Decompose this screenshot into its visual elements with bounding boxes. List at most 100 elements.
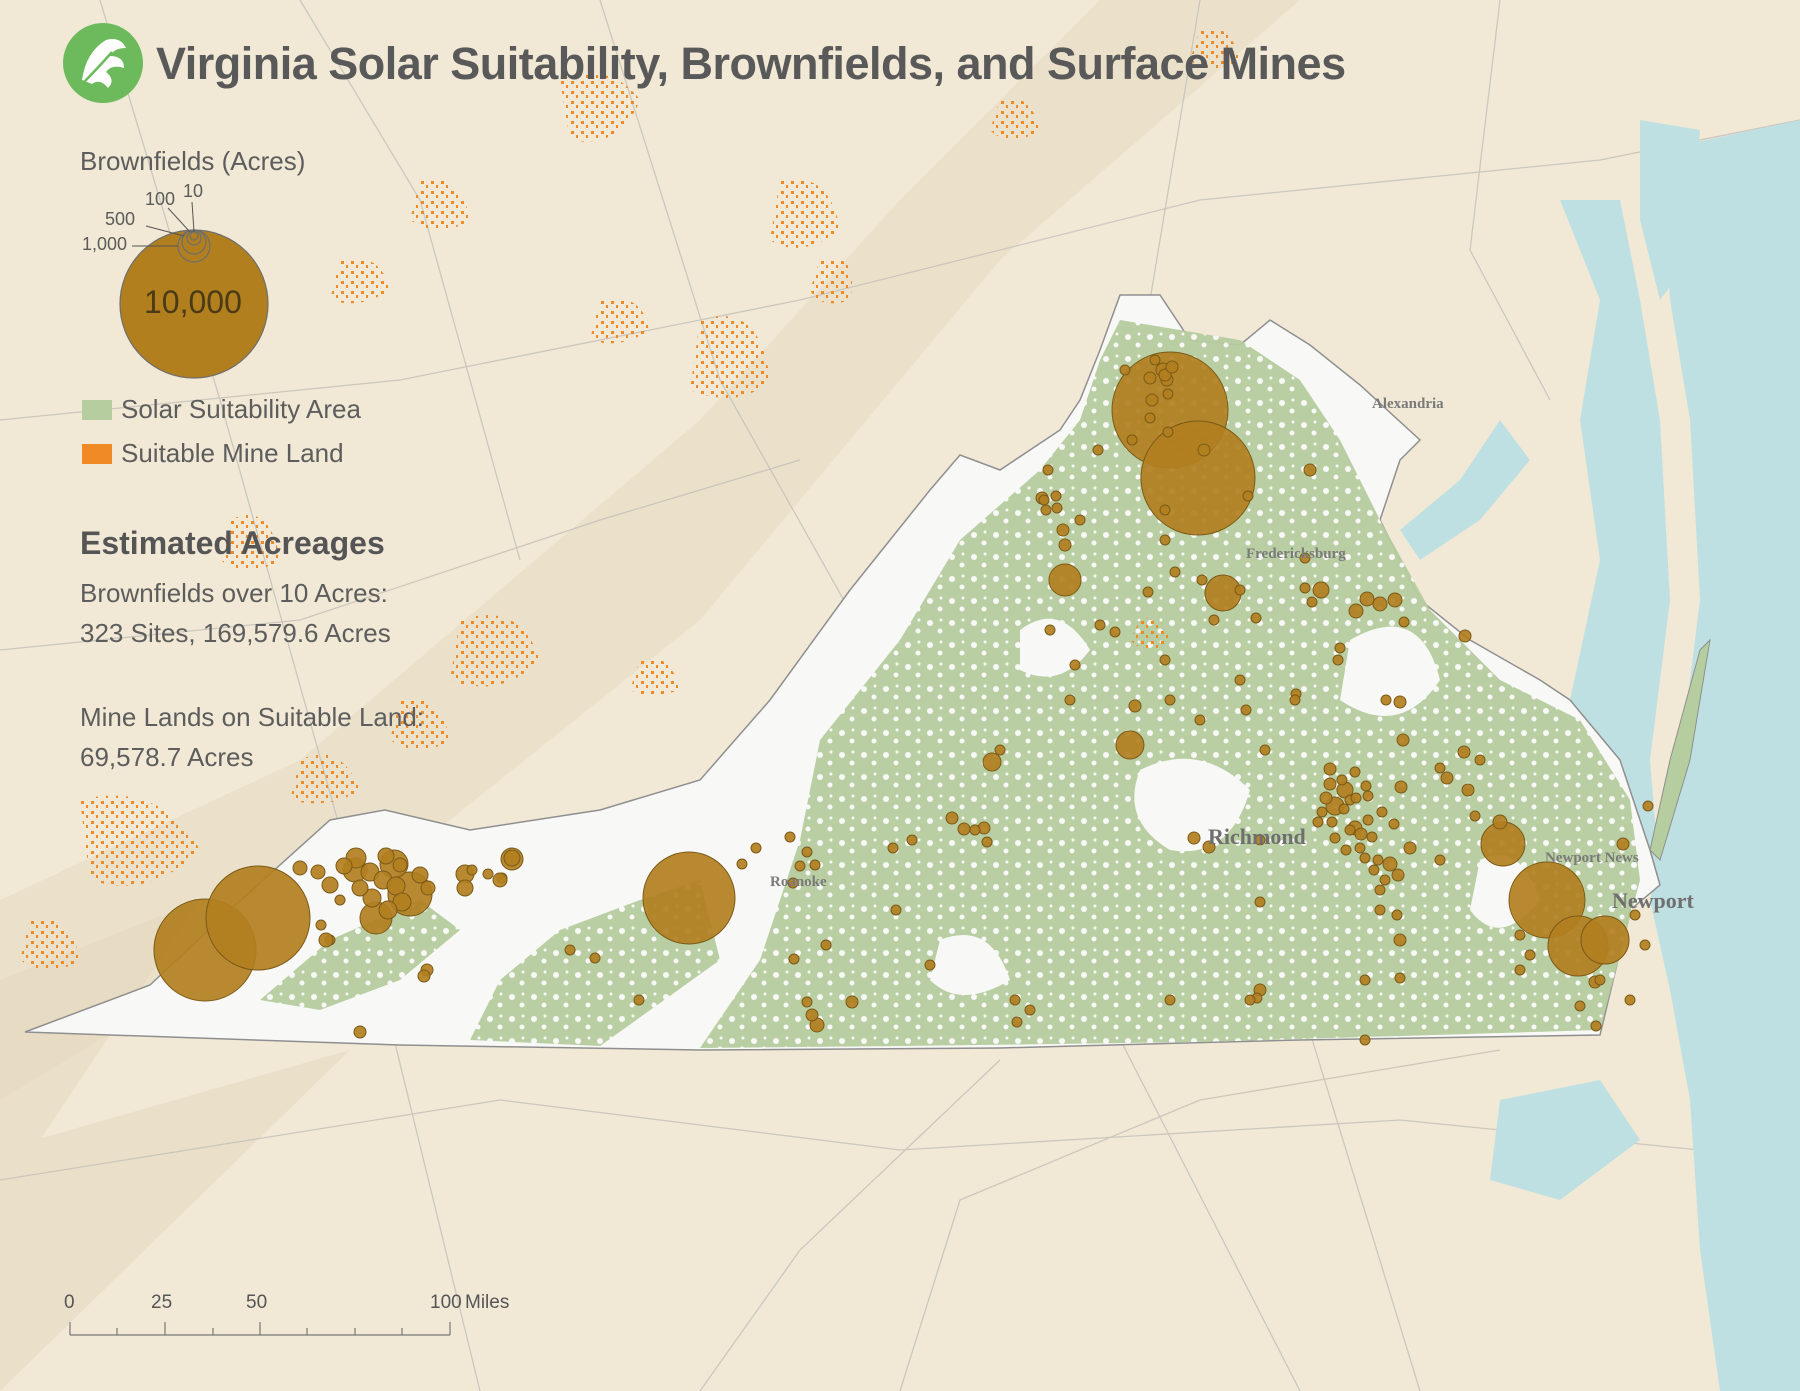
brownfield-site	[1048, 563, 1082, 597]
scale-label-50: 50	[246, 1292, 268, 1313]
brownfield-site	[1162, 388, 1174, 400]
brownfield-site	[1359, 852, 1371, 864]
brownfield-site	[1594, 974, 1606, 986]
brownfield-site	[642, 851, 736, 945]
brownfield-site	[1329, 832, 1341, 844]
brownfield-site	[1194, 714, 1206, 726]
brownfield-site	[924, 959, 936, 971]
brownfield-site	[1042, 464, 1054, 476]
brownfield-site	[1011, 1016, 1023, 1028]
brownfield-site	[1387, 592, 1403, 608]
scale-label-100: 100	[430, 1292, 462, 1313]
brownfield-site	[981, 836, 993, 848]
brownfield-site	[1336, 774, 1348, 786]
brownfield-site	[1009, 994, 1021, 1006]
brownfield-site	[1299, 552, 1311, 564]
brownfield-site	[1366, 831, 1378, 843]
brownfield-site	[1580, 915, 1630, 965]
brownfield-site	[1044, 624, 1056, 636]
brownfield-site	[820, 939, 832, 951]
brownfield-site	[1234, 674, 1246, 686]
brownfield-site	[392, 857, 408, 873]
brownfield-site	[1109, 626, 1121, 638]
brownfield-site	[420, 880, 436, 896]
brownfield-site	[1362, 814, 1374, 826]
brownfield-site	[1202, 840, 1216, 854]
brownfield-site	[1629, 909, 1641, 921]
brownfield-site	[1259, 744, 1271, 756]
brownfield-site	[1434, 854, 1446, 866]
brownfield-site	[1334, 642, 1346, 654]
brownfield-site	[1164, 994, 1176, 1006]
unsuitable-holes	[930, 618, 1540, 995]
mines-stat-line2: 69,578.7 Acres	[80, 742, 254, 772]
legend-label-1000: 1,000	[82, 234, 128, 254]
scale-label-0: 0	[64, 1292, 75, 1313]
brownfield-site	[1038, 494, 1050, 506]
brownfield-site	[1394, 780, 1408, 794]
brownfield-site	[1164, 694, 1176, 706]
scale-label-25: 25	[151, 1292, 173, 1313]
brownfield-site	[1350, 792, 1362, 804]
brownfield-site	[1514, 929, 1526, 941]
brownfield-site	[1197, 443, 1211, 457]
brownfield-site	[805, 1008, 819, 1022]
brownfield-site	[1524, 949, 1536, 961]
brownfield-site	[1254, 896, 1266, 908]
organization-logo	[63, 23, 143, 103]
brownfield-site	[1380, 694, 1392, 706]
brownfield-site	[1196, 574, 1208, 586]
brownfield-site	[417, 969, 431, 983]
brownfield-site	[1092, 444, 1104, 456]
brownfield-site	[994, 744, 1006, 756]
brownfield-site	[1299, 582, 1311, 594]
brownfield-site	[1440, 771, 1454, 785]
brownfield-site	[1362, 790, 1374, 802]
brownfield-site	[1187, 831, 1201, 845]
brownfield-site	[1312, 816, 1324, 828]
brownfield-site	[353, 1025, 367, 1039]
city-label-fredericksburg: Fredericksburg	[1246, 546, 1346, 562]
brownfield-site	[411, 866, 429, 884]
brownfield-site	[1051, 502, 1063, 514]
city-label-newport-news: Newport News	[1545, 850, 1639, 866]
brownfield-site	[982, 752, 1002, 772]
brownfield-site	[466, 864, 478, 876]
brownfield-site	[1382, 856, 1398, 872]
brownfield-site	[1126, 434, 1138, 446]
brownfield-site	[1372, 596, 1388, 612]
brownfield-site	[887, 842, 899, 854]
brownfield-site	[1374, 904, 1386, 916]
brownfields-legend-heading: Brownfields (Acres)	[80, 146, 306, 176]
brownfield-site	[482, 868, 494, 880]
solar-swatch	[82, 400, 112, 420]
brownfield-site	[351, 879, 369, 897]
brownfield-site	[1379, 874, 1391, 886]
suitable-mine-land	[20, 28, 1240, 970]
city-label-richmond: Richmond	[1208, 824, 1306, 849]
brownfield-site	[1360, 780, 1372, 792]
brownfield-site	[1340, 844, 1352, 856]
brownfield-site	[1144, 412, 1156, 424]
brownfield-site	[1323, 777, 1337, 791]
brownfield-site	[1323, 762, 1337, 776]
brownfield-site	[1349, 766, 1361, 778]
brownfield-site	[809, 859, 821, 871]
brownfield-site	[1461, 783, 1475, 797]
brownfield-site	[1492, 814, 1508, 830]
brownfield-site	[787, 877, 799, 889]
potomac-river	[1400, 420, 1530, 560]
brownfield-site	[1312, 581, 1330, 599]
brownfield-site	[1244, 994, 1256, 1006]
brownfield-site	[1128, 699, 1142, 713]
brownfield-site	[1457, 745, 1471, 759]
brownfield-site	[1474, 754, 1486, 766]
city-label-alexandria: Alexandria	[1372, 396, 1444, 412]
brownfield-site	[205, 865, 311, 971]
mines-stat-line1: Mine Lands on Suitable Land:	[80, 702, 425, 732]
brownfield-site	[1458, 629, 1472, 643]
brownfield-site	[378, 900, 398, 920]
mine-swatch	[82, 444, 112, 464]
brownfield-site	[1624, 994, 1636, 1006]
